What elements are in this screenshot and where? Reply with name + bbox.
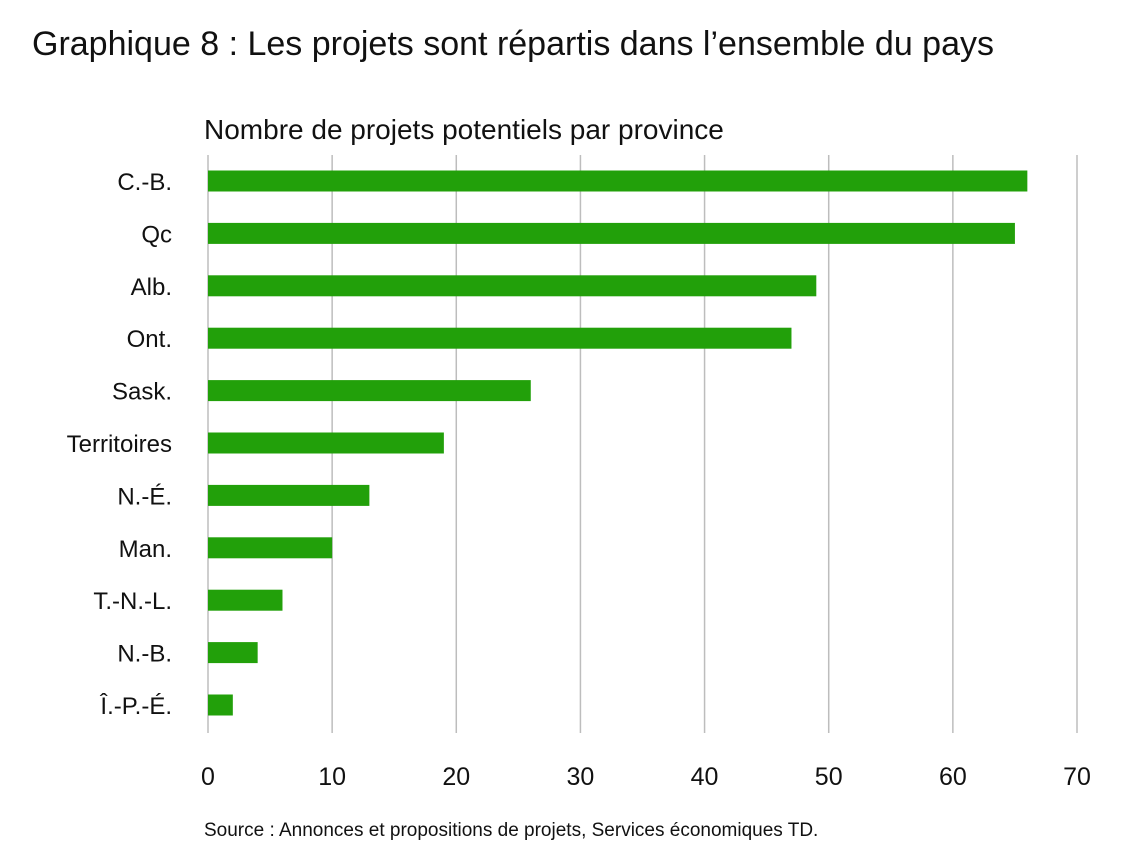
- bar: [208, 484, 370, 506]
- chart-title: Graphique 8 : Les projets sont répartis …: [32, 25, 994, 63]
- x-tick-label: 30: [567, 763, 595, 791]
- x-tick-label: 40: [691, 763, 719, 791]
- category-label: N.-É.: [117, 483, 172, 510]
- category-label: N.-B.: [117, 641, 172, 668]
- bar: [208, 327, 792, 349]
- chart-subtitle: Nombre de projets potentiels par provinc…: [204, 114, 724, 145]
- bar: [208, 222, 1015, 244]
- category-label: Man.: [119, 536, 172, 563]
- category-label: Alb.: [131, 274, 172, 301]
- category-label: Qc: [141, 221, 172, 248]
- category-label: Î.-P.-É.: [99, 693, 172, 720]
- x-tick-label: 0: [201, 763, 215, 791]
- bar: [208, 432, 444, 454]
- x-tick-label: 20: [442, 763, 470, 791]
- category-label: Ont.: [127, 326, 172, 353]
- x-tick-label: 60: [939, 763, 967, 791]
- bar: [208, 694, 233, 716]
- bar: [208, 170, 1028, 192]
- category-labels: C.-B. Qc Alb. Ont. Sask. Territoires N.-É. Man.…: [67, 169, 172, 720]
- bar: [208, 380, 531, 402]
- category-label: C.-B.: [117, 169, 172, 196]
- bars: [208, 170, 1028, 716]
- x-tick-label: 50: [815, 763, 843, 791]
- bar: [208, 537, 333, 559]
- x-axis-tick-labels: 0 10 20 30 40 50 60 70: [201, 763, 1091, 791]
- chart-source: Source : Annonces et propositions de pro…: [204, 820, 819, 841]
- category-label: Territoires: [67, 431, 172, 458]
- bar: [208, 275, 817, 297]
- category-label: Sask.: [112, 379, 172, 406]
- x-tick-label: 70: [1063, 763, 1091, 791]
- grid-lines: [207, 155, 1078, 733]
- bar: [208, 642, 258, 664]
- x-tick-label: 10: [318, 763, 346, 791]
- category-label: T.-N.-L.: [93, 588, 172, 615]
- bar: [208, 589, 283, 611]
